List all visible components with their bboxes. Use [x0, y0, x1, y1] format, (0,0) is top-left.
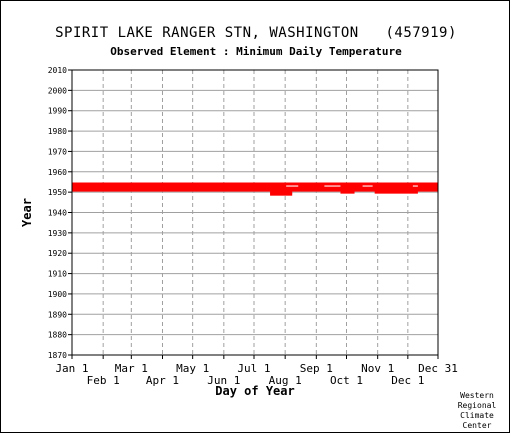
x-tick-label: Jun 1 [207, 374, 240, 387]
x-tick-label: Sep 1 [300, 362, 333, 375]
credit-block: Western Regional Climate Center [447, 391, 507, 431]
y-axis-label: Year [20, 198, 34, 227]
y-tick-label: 1970 [48, 147, 67, 156]
credit-line: Center [462, 421, 492, 430]
x-tick-label: Jul 1 [237, 362, 270, 375]
chart-subtitle: Observed Element : Minimum Daily Tempera… [110, 45, 402, 58]
y-tick-label: 1990 [48, 107, 67, 116]
data-segment [374, 190, 418, 194]
data-segment [270, 192, 293, 196]
data-layer [72, 182, 438, 196]
y-tick-label: 1880 [48, 331, 67, 340]
data-segment [72, 186, 438, 190]
grid-layer [72, 70, 438, 355]
y-tick-label: 1980 [48, 127, 67, 136]
data-segment [270, 190, 293, 194]
x-tick-label: Nov 1 [361, 362, 394, 375]
x-tick-label: May 1 [176, 362, 209, 375]
y-tick-label: 1920 [48, 249, 67, 258]
x-tick-label: Feb 1 [87, 374, 120, 387]
data-segment [298, 184, 325, 188]
data-segment [417, 184, 438, 188]
data-segment [340, 190, 355, 194]
chart-title: SPIRIT LAKE RANGER STN, WASHINGTON (4579… [55, 25, 457, 41]
y-tick-label: 2010 [48, 66, 67, 75]
x-tick-label: Dec 1 [391, 374, 424, 387]
y-tick-label: 1930 [48, 229, 67, 238]
credit-line: Climate [460, 411, 494, 420]
x-tick-label: Dec 31 [418, 362, 458, 375]
data-segment [72, 184, 287, 188]
data-segment [372, 184, 413, 188]
y-tick-label: 1940 [48, 209, 67, 218]
y-tick-label: 1870 [48, 351, 67, 360]
y-tick-label: 1890 [48, 310, 67, 319]
x-tick-label: Jan 1 [55, 362, 88, 375]
data-segment [340, 184, 363, 188]
axis-layer: 1870 1880 1890 1900 1910 1920 1930 1940 1950 1960… [48, 66, 458, 387]
y-tick-label: 1960 [48, 168, 67, 177]
y-tick-label: 1910 [48, 270, 67, 279]
x-tick-label: Mar 1 [115, 362, 148, 375]
credit-line: Western [460, 391, 494, 400]
x-tick-label: Aug 1 [269, 374, 302, 387]
data-segment [72, 182, 438, 186]
x-tick-label: Oct 1 [330, 374, 363, 387]
y-tick-label: 2000 [48, 86, 67, 95]
x-axis-label: Day of Year [215, 384, 294, 398]
data-segment [72, 188, 438, 192]
x-tick-label: Apr 1 [146, 374, 179, 387]
y-tick-label: 1950 [48, 188, 67, 197]
y-tick-label: 1900 [48, 290, 67, 299]
credit-line: Regional [457, 401, 497, 410]
